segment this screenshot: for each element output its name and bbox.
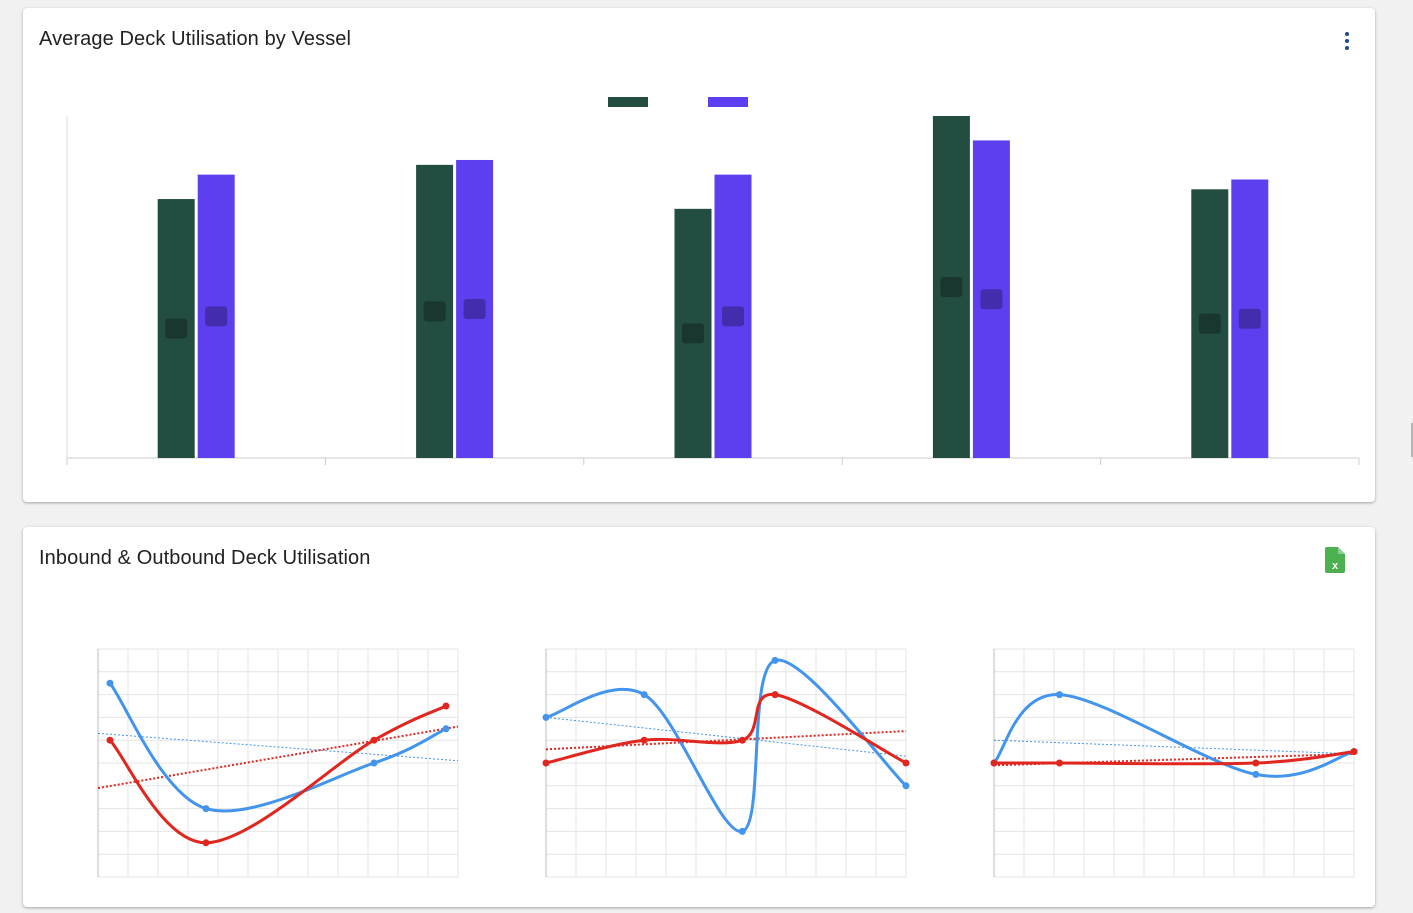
data-point (640, 691, 648, 699)
data-label-box (165, 318, 188, 339)
legend-swatch (608, 97, 648, 107)
data-point (202, 805, 210, 813)
data-point (738, 827, 746, 835)
bar (1231, 179, 1269, 458)
data-point (1252, 770, 1260, 778)
azure-sentinel-line-chart (97, 648, 459, 878)
kebab-menu-icon[interactable] (1337, 30, 1357, 52)
bar (714, 174, 752, 458)
bar (972, 140, 1010, 458)
bar (674, 208, 712, 458)
trendline (545, 716, 907, 757)
trendline (993, 739, 1355, 755)
data-label-box (722, 306, 744, 327)
data-label-box (205, 306, 228, 327)
data-label-box (423, 301, 446, 322)
data-point (370, 736, 378, 744)
data-point (771, 691, 779, 699)
data-point (1252, 759, 1260, 767)
series-line (992, 750, 1356, 766)
bar (197, 174, 235, 458)
trendline (97, 725, 459, 790)
data-point (442, 702, 450, 710)
data-label-box (1238, 308, 1261, 329)
data-point (771, 656, 779, 664)
line-panel-stormbreaker (935, 613, 1383, 913)
data-point (1055, 759, 1063, 767)
vessel-bar-chart (66, 97, 1360, 465)
line-panel-azure-sentinel (39, 613, 487, 913)
bar (932, 116, 970, 458)
trendline (97, 732, 459, 762)
card-title: Average Deck Utilisation by Vessel (39, 28, 352, 50)
data-point (106, 679, 114, 687)
series-line (992, 693, 1356, 778)
svg-text:x: x (1332, 560, 1339, 572)
data-point (202, 839, 210, 847)
deck-utilisation-bar-card: Average Deck Utilisation by Vessel (23, 8, 1375, 502)
data-point (106, 736, 114, 744)
data-label-box (980, 289, 1003, 310)
data-point (902, 782, 910, 790)
excel-file-icon[interactable]: x (1325, 547, 1345, 573)
data-label-box (682, 323, 704, 344)
data-point (990, 759, 998, 767)
data-point (542, 759, 550, 767)
data-point (442, 725, 450, 733)
bar (456, 159, 494, 458)
scrollbar-thumb[interactable] (1411, 423, 1413, 457)
line-panel-northern-fury (487, 613, 935, 913)
data-point (902, 759, 910, 767)
data-label-box (463, 298, 486, 319)
series-line (108, 704, 448, 845)
legend-swatch (708, 97, 748, 107)
deck-utilisation-line-card: Inbound & Outbound Deck Utilisation x (23, 527, 1375, 907)
northern-fury-line-chart (542, 648, 910, 878)
data-point (738, 736, 746, 744)
bar (416, 164, 454, 458)
data-point (370, 759, 378, 767)
bar (157, 199, 195, 459)
series-line (544, 658, 908, 833)
card-title: Inbound & Outbound Deck Utilisation (39, 547, 371, 569)
data-label-box (1198, 313, 1221, 334)
bar (1191, 189, 1229, 459)
data-point (640, 736, 648, 744)
series-line (108, 681, 448, 813)
data-label-box (940, 277, 963, 297)
data-point (1055, 691, 1063, 699)
data-point (1350, 748, 1358, 756)
stormbreaker-line-chart (990, 648, 1358, 878)
data-point (542, 713, 550, 721)
